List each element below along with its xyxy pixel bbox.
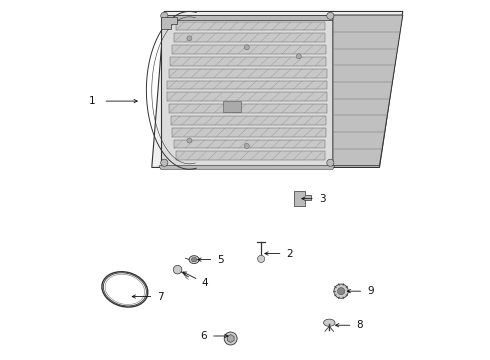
Circle shape <box>187 138 192 143</box>
Circle shape <box>258 255 265 262</box>
Polygon shape <box>171 116 326 125</box>
Circle shape <box>245 45 249 50</box>
Polygon shape <box>294 192 311 206</box>
Circle shape <box>334 284 348 298</box>
Polygon shape <box>171 57 326 66</box>
Text: 5: 5 <box>217 255 224 265</box>
Circle shape <box>327 159 334 166</box>
Circle shape <box>338 288 344 295</box>
Text: 3: 3 <box>319 194 325 204</box>
Polygon shape <box>169 104 327 113</box>
Polygon shape <box>161 15 333 166</box>
Text: 7: 7 <box>157 292 164 302</box>
Polygon shape <box>333 15 403 166</box>
Circle shape <box>245 143 249 148</box>
Polygon shape <box>172 45 326 54</box>
Polygon shape <box>172 128 325 137</box>
Polygon shape <box>169 69 327 78</box>
Text: 4: 4 <box>201 278 208 288</box>
Polygon shape <box>223 101 242 112</box>
Circle shape <box>224 332 237 345</box>
Polygon shape <box>176 152 324 160</box>
Text: 9: 9 <box>367 286 374 296</box>
Polygon shape <box>152 12 403 167</box>
Text: 8: 8 <box>356 320 363 330</box>
Polygon shape <box>227 334 234 342</box>
Circle shape <box>161 159 168 166</box>
Circle shape <box>296 54 301 59</box>
Polygon shape <box>174 33 325 42</box>
Polygon shape <box>174 140 325 148</box>
Polygon shape <box>167 81 327 89</box>
Ellipse shape <box>189 256 199 264</box>
Ellipse shape <box>323 319 335 326</box>
Text: 1: 1 <box>89 96 96 106</box>
Circle shape <box>327 12 334 19</box>
Polygon shape <box>161 15 333 21</box>
Polygon shape <box>161 17 177 30</box>
Polygon shape <box>167 93 327 101</box>
Circle shape <box>161 12 168 19</box>
Text: 6: 6 <box>200 331 207 341</box>
Polygon shape <box>176 22 324 31</box>
Text: 2: 2 <box>287 248 293 258</box>
Ellipse shape <box>192 257 197 262</box>
Circle shape <box>173 265 182 274</box>
Circle shape <box>187 36 192 41</box>
Polygon shape <box>159 166 335 169</box>
